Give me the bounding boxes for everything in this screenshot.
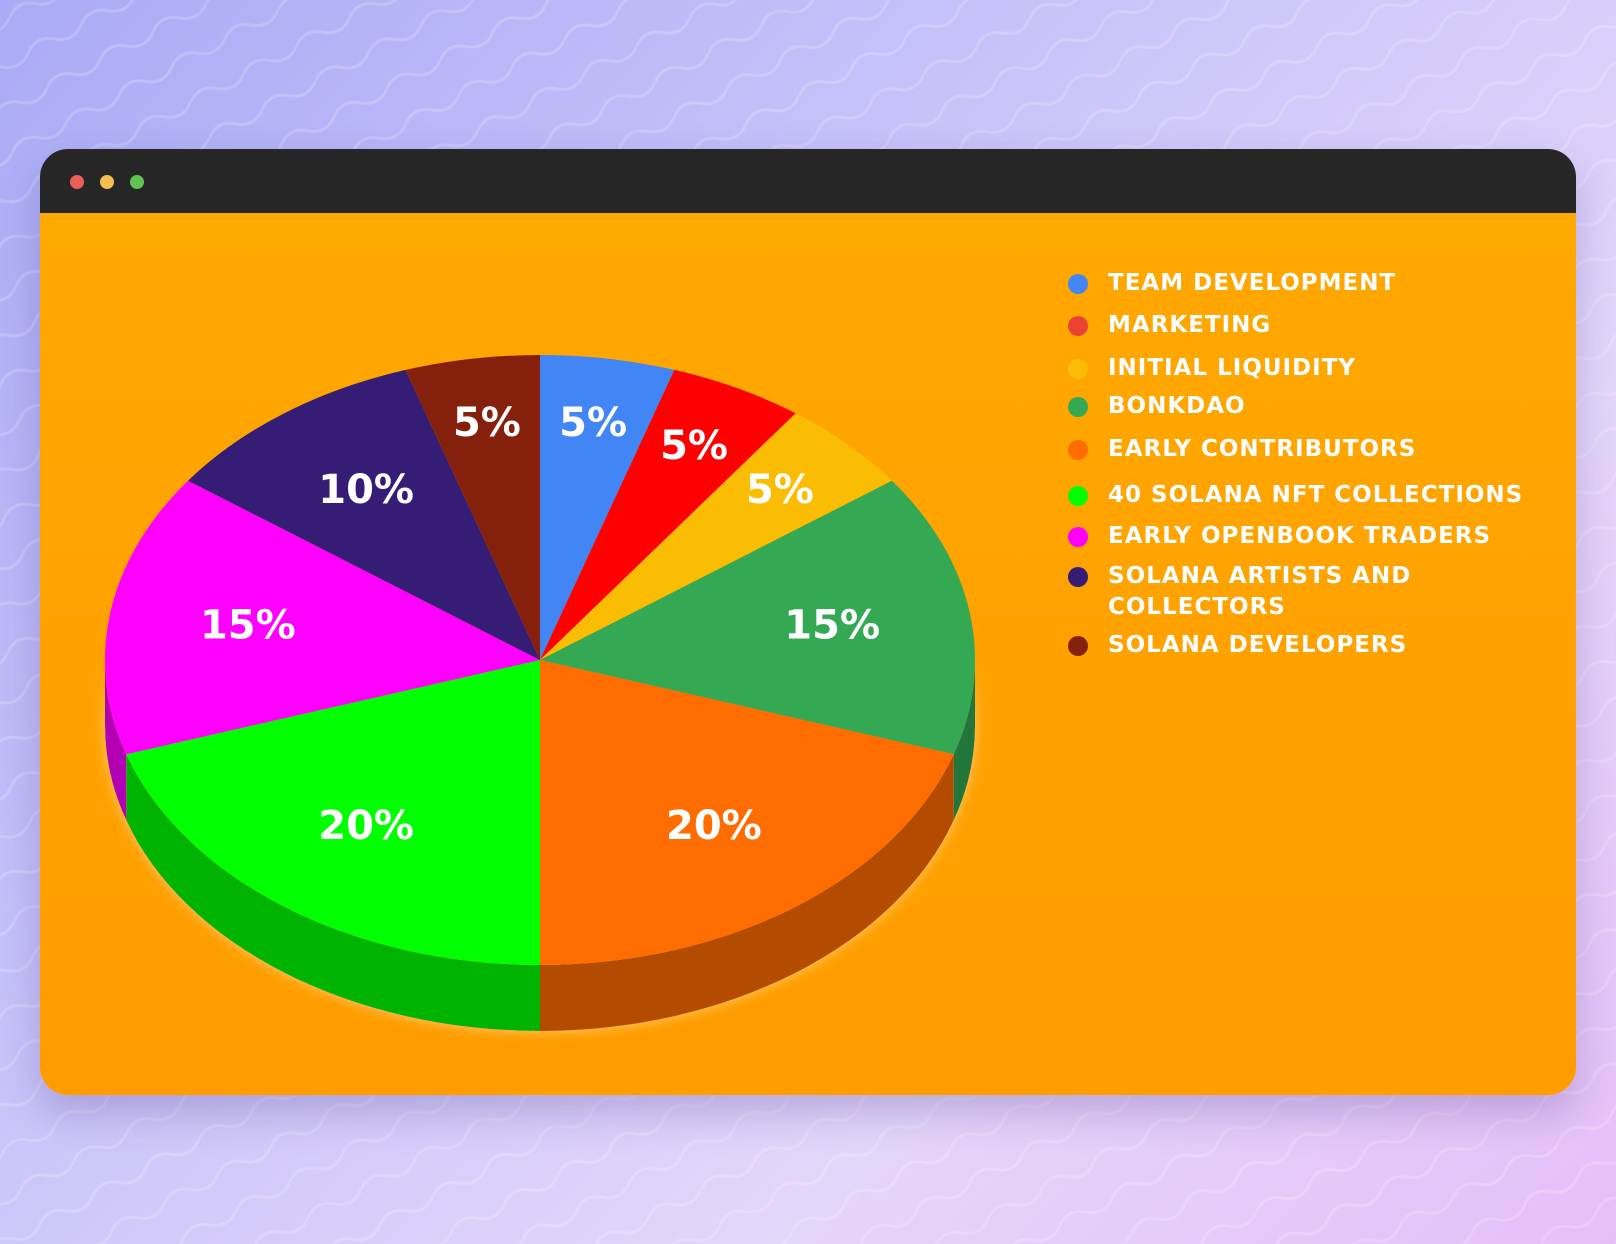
window-titlebar (40, 149, 1576, 213)
pie-side-bonkdao (953, 660, 975, 821)
legend-color-dot-icon (1068, 316, 1088, 336)
pie-label-solana-developers: 5% (453, 400, 521, 446)
legend-label: SOLANA ARTISTS AND COLLECTORS (1108, 563, 1412, 620)
legend-label: 40 SOLANA NFT COLLECTIONS (1108, 482, 1524, 508)
pie-label-early-openbook-traders: 15% (200, 603, 296, 649)
pie-slice-marketing[interactable] (540, 369, 796, 660)
legend-label: SOLANA DEVELOPERS (1108, 632, 1408, 658)
pie-slice-solana-developers[interactable] (405, 355, 540, 660)
legend-color-dot-icon (1068, 636, 1088, 656)
pie-side-40-solana-nft-collections (126, 754, 541, 1031)
pie-label-bonkdao: 15% (784, 603, 880, 649)
legend-label: MARKETING (1108, 312, 1272, 338)
close-window-icon[interactable] (70, 175, 84, 189)
pie-label-marketing: 5% (660, 423, 728, 469)
pie-label-40-solana-nft-collections: 20% (318, 803, 414, 849)
legend-label: EARLY CONTRIBUTORS (1108, 436, 1417, 462)
pie-slice-solana-artists-and-collectors[interactable] (188, 369, 540, 660)
legend-color-dot-icon (1068, 440, 1088, 460)
pie-slice-team-development[interactable] (540, 355, 675, 660)
pie-label-early-contributors: 20% (666, 803, 762, 849)
pie-slice-40-solana-nft-collections[interactable] (126, 660, 541, 965)
pie-slice-early-contributors[interactable] (540, 660, 954, 965)
legend-color-dot-icon (1068, 486, 1088, 506)
pie-label-team-development: 5% (559, 400, 627, 446)
pie-chart: 5% 5% 5% 15% 20% 20% 15% 10% 5% (105, 355, 975, 1031)
pie-slice-bonkdao[interactable] (540, 480, 975, 755)
pie-label-solana-artists-and-collectors: 10% (318, 467, 414, 513)
pie-slice-early-openbook-traders[interactable] (105, 480, 540, 755)
minimize-window-icon[interactable] (100, 175, 114, 189)
pie-label-initial-liquidity: 5% (746, 467, 814, 513)
pie-side-early-openbook-traders (105, 660, 127, 821)
legend-label: BONKDAO (1108, 393, 1246, 419)
legend-label: TEAM DEVELOPMENT (1108, 270, 1397, 296)
legend-color-dot-icon (1068, 527, 1088, 547)
pie-side-early-contributors (540, 754, 954, 1031)
pie-slice-initial-liquidity[interactable] (540, 413, 892, 660)
browser-window: 5% 5% 5% 15% 20% 20% 15% 10% 5% TEAM DEVELOPMENT… (40, 149, 1576, 1095)
legend-color-dot-icon (1068, 274, 1088, 294)
legend-label: EARLY OPENBOOK TRADERS (1108, 523, 1492, 549)
legend-color-dot-icon (1068, 397, 1088, 417)
chart-area: 5% 5% 5% 15% 20% 20% 15% 10% 5% TEAM DEVELOPMENT… (40, 213, 1576, 1095)
maximize-window-icon[interactable] (130, 175, 144, 189)
legend-label: INITIAL LIQUIDITY (1108, 355, 1357, 381)
legend-color-dot-icon (1068, 567, 1088, 587)
legend-color-dot-icon (1068, 359, 1088, 379)
